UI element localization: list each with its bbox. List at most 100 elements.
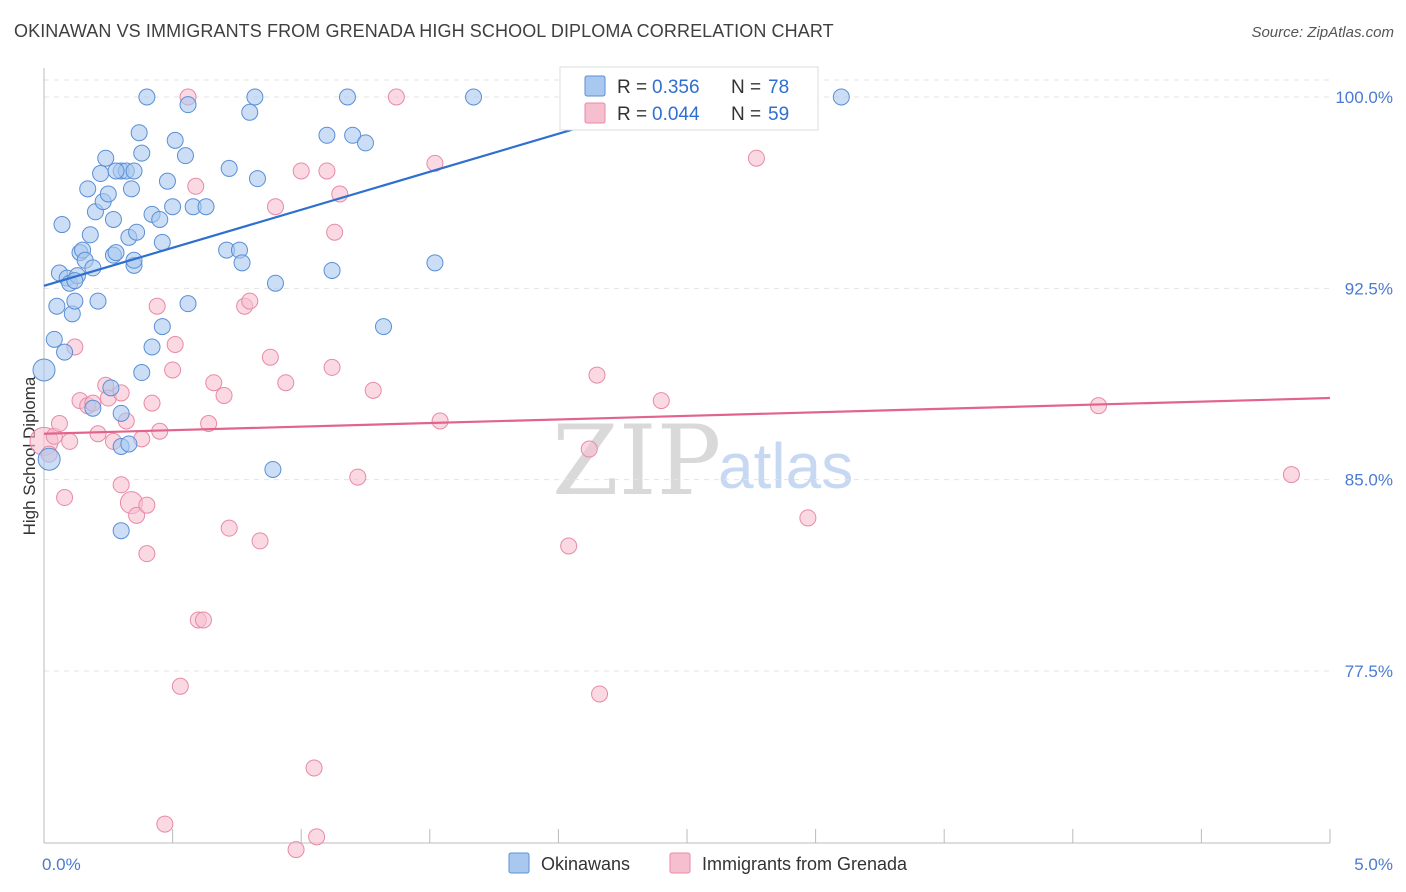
point-okinawans-68 — [266, 274, 284, 292]
point-grenada-4 — [56, 489, 74, 507]
point-okinawans-75 — [426, 254, 444, 272]
point-okinawans-66 — [248, 170, 266, 188]
point-grenada-18 — [128, 506, 146, 524]
point-okinawans-0 — [32, 358, 56, 382]
y-tick-label-3: 100.0% — [1335, 88, 1393, 107]
point-grenada-40 — [261, 348, 279, 366]
point-okinawans-55 — [176, 147, 194, 165]
y-tick-label-1: 85.0% — [1345, 471, 1393, 490]
point-grenada-23 — [148, 297, 166, 315]
watermark-zip: ZIP — [552, 405, 721, 517]
tick-labels: 77.5% 85.0% 92.5% 100.0% 0.0% 5.0% — [42, 88, 1393, 874]
point-grenada-36 — [220, 519, 238, 537]
point-okinawans-16 — [79, 180, 97, 198]
point-okinawans-24 — [97, 149, 115, 167]
trend-line-grenada — [43, 396, 1331, 435]
x-tick-label-min: 0.0% — [42, 855, 81, 874]
point-okinawans-27 — [104, 210, 122, 228]
legend-r-value-1: 0.356 — [652, 77, 700, 98]
point-okinawans-18 — [84, 399, 102, 417]
point-grenada-38 — [241, 292, 259, 310]
point-okinawans-73 — [357, 134, 374, 152]
point-okinawans-65 — [246, 88, 264, 106]
point-grenada-62 — [799, 509, 817, 527]
y-tick-label-0: 77.5% — [1345, 662, 1393, 681]
point-grenada-61 — [747, 149, 765, 167]
point-grenada-21 — [138, 545, 156, 563]
point-okinawans-59 — [197, 198, 215, 216]
point-okinawans-74 — [375, 318, 393, 336]
point-grenada-5 — [61, 432, 79, 450]
point-grenada-35 — [215, 386, 233, 404]
point-okinawans-64 — [241, 103, 259, 121]
correlation-legend: R = 0.356 N = 78 R = 0.044 N = 59 — [559, 66, 819, 131]
legend-swatch-grenada — [584, 102, 606, 124]
y-tick-label-2: 92.5% — [1345, 279, 1393, 298]
point-okinawans-35 — [125, 162, 143, 180]
legend-n-value-2: 59 — [768, 104, 789, 125]
point-grenada-41 — [266, 198, 284, 216]
point-okinawans-77 — [832, 88, 850, 106]
point-grenada-47 — [318, 162, 336, 180]
point-grenada-45 — [305, 759, 323, 777]
trend-lines — [43, 98, 1331, 435]
point-grenada-51 — [349, 468, 367, 486]
point-okinawans-25 — [99, 185, 117, 203]
point-grenada-15 — [112, 476, 130, 494]
point-okinawans-39 — [120, 435, 138, 453]
point-grenada-59 — [591, 685, 609, 703]
point-grenada-58 — [588, 366, 606, 384]
point-grenada-44 — [292, 162, 310, 180]
legend-n-value-1: 78 — [768, 77, 789, 98]
point-okinawans-54 — [166, 131, 184, 149]
watermark-atlas: atlas — [718, 430, 853, 502]
point-grenada-33 — [200, 415, 218, 433]
point-okinawans-71 — [338, 88, 356, 106]
point-okinawans-36 — [112, 522, 130, 540]
point-okinawans-45 — [133, 364, 151, 382]
watermark: ZIP atlas — [552, 405, 853, 517]
point-okinawans-57 — [179, 96, 197, 114]
legend-n-label-2: N = — [731, 104, 761, 125]
point-grenada-49 — [326, 223, 344, 241]
point-grenada-34 — [205, 374, 223, 392]
point-grenada-55 — [431, 412, 449, 430]
legend-r-label-1: R = — [617, 77, 647, 98]
point-okinawans-63 — [233, 254, 251, 272]
point-okinawans-44 — [133, 144, 151, 162]
point-okinawans-1 — [37, 447, 61, 471]
point-okinawans-50 — [153, 233, 171, 251]
point-grenada-26 — [164, 361, 182, 379]
trend-line-okinawans — [43, 98, 675, 287]
point-okinawans-43 — [130, 124, 148, 142]
point-okinawans-52 — [158, 172, 176, 190]
point-grenada-46 — [308, 828, 326, 846]
point-okinawans-17 — [81, 226, 99, 244]
legend-r-value-2: 0.044 — [652, 104, 700, 125]
point-okinawans-67 — [264, 460, 282, 478]
point-grenada-39 — [251, 532, 269, 550]
bottom-legend-swatch-okinawans — [508, 852, 530, 874]
point-grenada-64 — [1282, 466, 1300, 484]
point-grenada-28 — [171, 677, 189, 695]
point-okinawans-48 — [143, 338, 161, 356]
point-okinawans-3 — [48, 297, 66, 315]
point-grenada-56 — [560, 537, 578, 555]
point-grenada-52 — [364, 381, 382, 399]
chart-title: OKINAWAN VS IMMIGRANTS FROM GRENADA HIGH… — [14, 21, 834, 41]
legend-r-label-2: R = — [617, 104, 647, 125]
y-axis-label: High School Diploma — [20, 376, 39, 535]
point-okinawans-5 — [56, 343, 74, 361]
point-okinawans-61 — [220, 159, 238, 177]
point-okinawans-34 — [122, 180, 140, 198]
point-grenada-10 — [89, 425, 107, 443]
series-legend: Okinawans Immigrants from Grenada — [508, 852, 908, 874]
series-okinawans-points — [32, 88, 850, 540]
point-okinawans-76 — [465, 88, 483, 106]
legend-swatch-okinawans — [584, 75, 606, 97]
bottom-legend-label-okinawans: Okinawans — [541, 854, 630, 874]
point-okinawans-72 — [344, 126, 362, 144]
point-grenada-30 — [187, 177, 205, 195]
point-okinawans-51 — [153, 318, 171, 336]
